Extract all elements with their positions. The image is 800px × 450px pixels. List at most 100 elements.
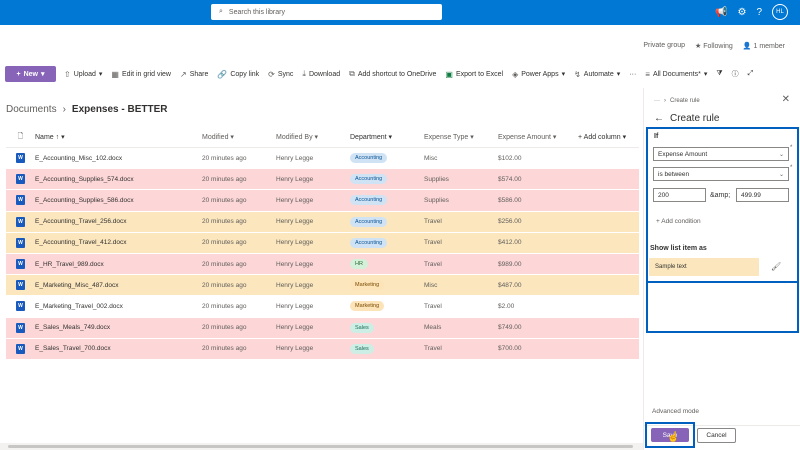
more-icon[interactable]: ···	[629, 70, 637, 78]
file-name-link[interactable]: E_Sales_Meals_749.docx	[35, 324, 111, 332]
file-name-link[interactable]: E_Sales_Travel_700.docx	[35, 345, 111, 353]
if-label: If	[654, 133, 659, 140]
field-select[interactable]: Expense Amount ⌄	[653, 147, 789, 161]
upload-button[interactable]: ⇧ Upload ▾	[64, 69, 103, 79]
scroll-thumb[interactable]	[8, 445, 633, 448]
members-button[interactable]: 👤 1 member	[742, 43, 785, 50]
column-header-expense-type[interactable]: Expense Type ▾	[424, 134, 474, 141]
list-icon: ≡	[645, 69, 650, 79]
column-header-expense-amount[interactable]: Expense Amount ▾	[498, 134, 557, 141]
table-row[interactable]: W E_HR_Travel_989.docx 20 minutes ago Henry…	[6, 253, 639, 276]
gear-icon[interactable]: ⚙	[737, 6, 747, 18]
horizontal-scrollbar[interactable]	[0, 443, 643, 450]
column-header-department[interactable]: Department ▾	[350, 134, 393, 141]
column-header-modified[interactable]: Modified ▾	[202, 134, 234, 141]
add-condition-link[interactable]: + Add condition	[656, 218, 701, 225]
copy-link-button[interactable]: 🔗 Copy link	[217, 69, 260, 79]
column-header-modified-by[interactable]: Modified By ▾	[276, 134, 319, 141]
export-excel-button[interactable]: ▣ Export to Excel	[445, 69, 504, 79]
value-to-input[interactable]: 499.99	[736, 188, 789, 202]
shortcut-icon: ⧉	[349, 69, 355, 78]
and-label: &amp;	[710, 192, 731, 199]
filter-icon[interactable]: ⧩	[716, 70, 723, 77]
table-row[interactable]: W E_Accounting_Travel_256.docx 20 minutes …	[6, 211, 639, 233]
word-file-icon: W	[6, 259, 35, 270]
file-name-link[interactable]: E_Accounting_Misc_102.docx	[35, 154, 123, 162]
expand-icon[interactable]: ⤢	[747, 70, 754, 77]
department-pill: Accounting	[350, 237, 388, 248]
download-icon: ⤓	[302, 69, 306, 78]
remove-condition-icon[interactable]: *	[790, 165, 793, 171]
file-name-link[interactable]: E_Marketing_Misc_487.docx	[35, 281, 119, 289]
modified-cell: 20 minutes ago	[202, 281, 247, 289]
save-button[interactable]: Save	[651, 428, 689, 442]
expense-type-cell: Travel	[424, 345, 442, 353]
file-name-link[interactable]: E_HR_Travel_989.docx	[35, 260, 104, 268]
table-row[interactable]: W E_Accounting_Supplies_574.docx 20 minute…	[6, 169, 639, 191]
more-icon[interactable]: ···	[654, 98, 660, 104]
file-name-link[interactable]: E_Accounting_Travel_412.docx	[35, 239, 127, 247]
table-row[interactable]: W E_Marketing_Misc_487.docx 20 minutes ago…	[6, 275, 639, 297]
shortcut-button[interactable]: ⧉ Add shortcut to OneDrive	[349, 69, 437, 78]
share-icon: ↗	[180, 69, 187, 79]
sync-button[interactable]: ⟳ Sync	[268, 69, 294, 79]
suite-bar: ⌕ Search this library 📢 ⚙ ? HL	[0, 0, 800, 25]
value-from-input[interactable]: 200	[653, 188, 706, 202]
expense-amount-cell: $412.00	[498, 239, 522, 247]
megaphone-icon[interactable]: 📢	[715, 6, 728, 18]
breadcrumb-documents[interactable]: Documents	[6, 104, 57, 115]
remove-condition-icon[interactable]: *	[790, 145, 793, 151]
paintbrush-icon[interactable]: 🖌	[771, 262, 782, 271]
table-row[interactable]: W E_Accounting_Travel_412.docx 20 minutes …	[6, 232, 639, 254]
list-header: 🗋 Name ↑ ▾ Modified ▾ Modified By ▾ Depa…	[6, 127, 639, 148]
column-header-name[interactable]: Name ↑ ▾	[35, 134, 65, 141]
back-arrow-icon[interactable]: ←	[654, 113, 664, 124]
modified-cell: 20 minutes ago	[202, 345, 247, 353]
help-icon[interactable]: ?	[756, 6, 762, 18]
department-cell: HR	[350, 259, 424, 270]
expense-type-cell: Meals	[424, 324, 442, 332]
table-row[interactable]: W E_Sales_Travel_700.docx 20 minutes ago He…	[6, 338, 639, 360]
file-name-link[interactable]: E_Marketing_Travel_002.docx	[35, 302, 123, 310]
file-name-link[interactable]: E_Accounting_Travel_256.docx	[35, 218, 127, 226]
modified-by-cell: Henry Legge	[276, 281, 314, 289]
add-column-button[interactable]: + Add column ▾	[578, 134, 627, 141]
expense-amount-cell: $586.00	[498, 196, 522, 204]
panel-footer	[644, 425, 800, 450]
follow-button[interactable]: ★ Following	[695, 43, 733, 50]
modified-cell: 20 minutes ago	[202, 218, 247, 226]
powerapps-button[interactable]: ◈ Power Apps ▾	[512, 69, 566, 79]
expense-type-cell: Misc	[424, 154, 438, 162]
info-icon[interactable]: ⓘ	[731, 71, 739, 78]
view-switcher[interactable]: ≡ All Documents* ▾	[645, 69, 708, 79]
table-row[interactable]: W E_Sales_Meals_749.docx 20 minutes ago Hen…	[6, 317, 639, 339]
automate-button[interactable]: ↯ Automate ▾	[574, 69, 621, 79]
file-name-link[interactable]: E_Accounting_Supplies_574.docx	[35, 175, 134, 183]
cancel-button[interactable]: Cancel	[697, 428, 736, 443]
advanced-mode-link[interactable]: Advanced mode	[652, 408, 699, 415]
department-pill: Accounting	[350, 174, 388, 185]
modified-by-cell: Henry Legge	[276, 154, 314, 162]
operator-select[interactable]: is between ⌄	[653, 167, 789, 181]
table-row[interactable]: W E_Marketing_Travel_002.docx 20 minutes a…	[6, 296, 639, 318]
list-rows: W E_Accounting_Misc_102.docx 20 minutes ag…	[6, 148, 639, 360]
word-file-icon: W	[6, 195, 35, 206]
grid-view-button[interactable]: ▦ Edit in grid view	[111, 69, 171, 79]
avatar[interactable]: HL	[772, 4, 788, 20]
share-button[interactable]: ↗ Share	[180, 69, 209, 79]
table-row[interactable]: W E_Accounting_Supplies_586.docx 20 minute…	[6, 190, 639, 212]
file-type-header-icon[interactable]: 🗋	[17, 132, 24, 140]
department-cell: Sales	[350, 322, 424, 333]
command-bar: + New ▾ ⇧ Upload ▾ ▦ Edit in grid view ↗ Sha…	[0, 64, 800, 84]
modified-by-cell: Henry Legge	[276, 196, 314, 204]
download-button[interactable]: ⤓ Download	[302, 69, 341, 78]
department-pill: Sales	[350, 322, 374, 333]
close-icon[interactable]: ✕	[781, 94, 790, 105]
modified-cell: 20 minutes ago	[202, 302, 247, 310]
modified-by-cell: Henry Legge	[276, 324, 314, 332]
new-button[interactable]: + New ▾	[5, 66, 56, 82]
file-name-link[interactable]: E_Accounting_Supplies_586.docx	[35, 196, 134, 204]
search-box[interactable]: ⌕ Search this library	[211, 4, 442, 20]
table-row[interactable]: W E_Accounting_Misc_102.docx 20 minutes ag…	[6, 148, 639, 170]
modified-by-cell: Henry Legge	[276, 175, 314, 183]
